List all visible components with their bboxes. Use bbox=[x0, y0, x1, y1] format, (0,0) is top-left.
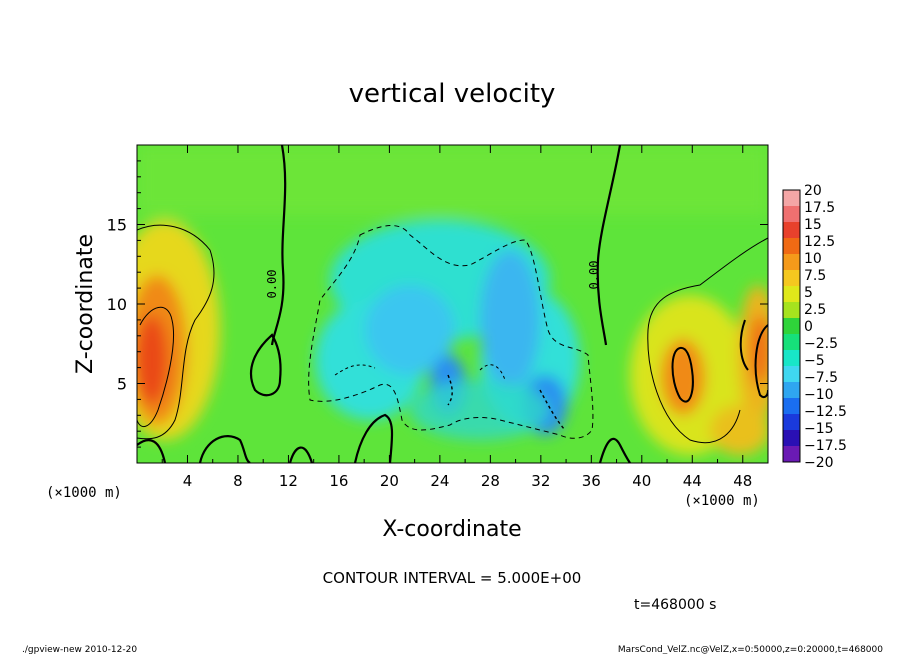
colorbar-swatch bbox=[783, 302, 800, 319]
colorbar-label: 17.5 bbox=[804, 200, 835, 216]
footer-left: ./gpview-new 2010-12-20 bbox=[22, 645, 137, 654]
colorbar-label: 0 bbox=[804, 319, 813, 335]
contour-zero-bottom-left bbox=[137, 435, 314, 463]
plot-area bbox=[137, 145, 768, 463]
colorbar-label: 10 bbox=[804, 251, 822, 267]
contour-neg-dashed bbox=[308, 225, 594, 439]
x-axis-label: X-coordinate bbox=[382, 517, 521, 542]
time-label: t=468000 s bbox=[634, 597, 716, 613]
field-central-blue-right bbox=[480, 250, 540, 390]
contour-neg-inner-b bbox=[334, 364, 506, 381]
colorbar-swatch bbox=[783, 318, 800, 335]
x-tick-label: 12 bbox=[279, 472, 298, 490]
colorbar-label: 20 bbox=[804, 183, 822, 199]
chart-title: vertical velocity bbox=[349, 79, 556, 109]
colorbar-swatch bbox=[783, 190, 800, 207]
x-tick-label: 48 bbox=[733, 472, 752, 490]
x-tick-label: 20 bbox=[380, 472, 399, 490]
colorbar-label: −2.5 bbox=[804, 336, 838, 352]
colorbar-swatch bbox=[783, 414, 800, 431]
contour-pos-right bbox=[647, 237, 768, 444]
colorbar-swatch bbox=[783, 222, 800, 239]
colorbar-swatch bbox=[783, 430, 800, 447]
colorbar-label: −20 bbox=[804, 455, 834, 471]
colorbar-label: 5 bbox=[804, 285, 813, 301]
y-axis-label: Z-coordinate bbox=[73, 234, 98, 374]
contour-interval: CONTOUR INTERVAL = 5.000E+00 bbox=[323, 569, 582, 587]
y-tick-label: 15 bbox=[107, 216, 127, 235]
x-tick-label: 16 bbox=[329, 472, 348, 490]
colorbar-swatch bbox=[783, 206, 800, 223]
colorbar-label: 15 bbox=[804, 217, 822, 233]
field-right-edge-core bbox=[750, 315, 768, 385]
colorbar-swatch bbox=[783, 238, 800, 255]
x-tick-label: 8 bbox=[233, 472, 243, 490]
field-bottom-right-warm bbox=[710, 405, 768, 455]
y-tick-label: 10 bbox=[107, 295, 127, 314]
footer-right: MarsCond_VelZ.nc@VelZ,x=0:50000,z=0:2000… bbox=[618, 645, 883, 654]
contour-ten-left bbox=[137, 307, 175, 428]
contour-zero-right bbox=[596, 145, 622, 346]
x-tick-label: 28 bbox=[481, 472, 500, 490]
x-tick-label: 4 bbox=[183, 472, 193, 490]
colorbar-label: −5 bbox=[804, 353, 825, 369]
field-right-orange bbox=[661, 339, 705, 415]
colorbar-swatch bbox=[783, 382, 800, 399]
y-tick-label: 5 bbox=[117, 375, 127, 394]
colorbar-label: −15 bbox=[804, 421, 834, 437]
contour-ten-right-edge bbox=[739, 319, 768, 399]
colorbar-frame bbox=[782, 189, 801, 463]
colorbar-swatch bbox=[783, 254, 800, 271]
contour-label-right: 0.00 bbox=[587, 261, 601, 290]
colorbar: 2017.51512.5107.552.50−2.5−5−7.5−10−12.5… bbox=[782, 183, 847, 471]
contour-pos-left bbox=[137, 224, 215, 440]
contours bbox=[137, 145, 768, 463]
x-ticks: 4 8 12 16 20 24 28 32 36 40 44 48 bbox=[161, 145, 752, 490]
x-tick-label: 44 bbox=[683, 472, 702, 490]
field-upper-band bbox=[137, 145, 768, 215]
field-left-core bbox=[137, 315, 168, 405]
colorbar-label: −12.5 bbox=[804, 404, 847, 420]
x-tick-label: 24 bbox=[430, 472, 449, 490]
colorbar-label: 12.5 bbox=[804, 234, 835, 250]
colorbar-swatch bbox=[783, 270, 800, 287]
colorbar-label: −10 bbox=[804, 387, 834, 403]
x-unit-right: (×1000 m) bbox=[684, 493, 760, 509]
colorbar-swatch bbox=[783, 446, 800, 463]
colorbar-label: 7.5 bbox=[804, 268, 826, 284]
contour-zero-left-loop bbox=[250, 333, 282, 397]
colorbar-label: −17.5 bbox=[804, 438, 847, 454]
colorbar-swatch bbox=[783, 398, 800, 415]
x-tick-label: 32 bbox=[531, 472, 550, 490]
x-tick-label: 40 bbox=[632, 472, 651, 490]
colorbar-swatch bbox=[783, 286, 800, 303]
x-tick-label: 36 bbox=[582, 472, 601, 490]
contour-zero-bottom-mid bbox=[353, 413, 631, 463]
colorbar-swatch bbox=[783, 334, 800, 351]
contour-zero-left bbox=[270, 145, 287, 346]
contour-ten-right bbox=[671, 346, 694, 403]
x-unit-left: (×1000 m) bbox=[46, 485, 122, 501]
field-central-lower bbox=[410, 380, 550, 440]
colorbar-swatch bbox=[783, 366, 800, 383]
contour-label-left: 0.00 bbox=[265, 270, 279, 299]
colorbar-swatch bbox=[783, 350, 800, 367]
colorbar-label: 2.5 bbox=[804, 302, 826, 318]
y-ticks: 5 10 15 bbox=[107, 160, 768, 448]
colorbar-label: −7.5 bbox=[804, 370, 838, 386]
contour-neg-inner-a bbox=[447, 374, 566, 431]
field-central-blue-left bbox=[365, 285, 455, 375]
